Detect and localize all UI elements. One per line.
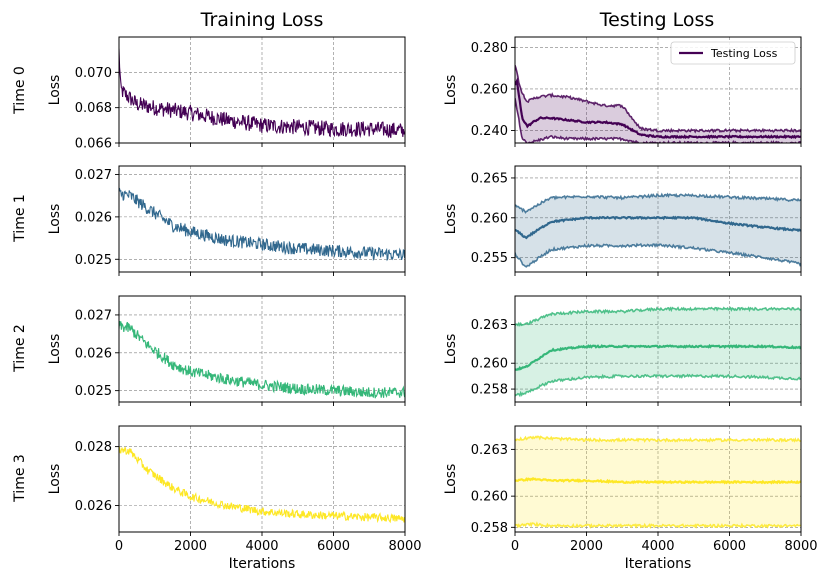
test-3-panel: 0.258 0.260 0.263 0 2000 4000 6000 8000 Loss Iter… xyxy=(443,425,818,572)
train-3-loss-line xyxy=(119,446,405,524)
train-2-panel: 0.025 0.026 0.027 Loss xyxy=(47,295,406,406)
legend-box xyxy=(670,41,796,65)
test-1-panel: 0.255 0.260 0.265 Loss xyxy=(443,165,802,276)
y-tick-label: 0.263 xyxy=(471,318,508,333)
train-1-loss-line xyxy=(119,187,405,262)
test-3-upper-bound-line xyxy=(515,435,801,443)
train-2-y-axis-label: Loss xyxy=(47,334,63,365)
y-tick-label: 0.027 xyxy=(75,168,112,183)
legend: Testing Loss xyxy=(670,41,796,65)
train-2-plot-area xyxy=(119,321,405,399)
train-2-loss-line xyxy=(119,321,405,399)
train-0-y-axis-label: Loss xyxy=(47,75,63,106)
train-3-panel: 0.026 0.028 0 2000 4000 6000 8000 Loss Iteration… xyxy=(47,425,422,572)
x-tick-label: 4000 xyxy=(245,539,278,554)
test-0-panel: 0.240 0.260 0.280 Loss Testing Loss xyxy=(443,36,802,147)
test-1-confidence-band xyxy=(515,194,801,267)
column-title-testing: Testing Loss xyxy=(599,9,715,31)
x-tick-label: 2000 xyxy=(570,539,603,554)
y-tick-label: 0.263 xyxy=(471,443,508,458)
test-1-upper-bound-line xyxy=(515,192,801,214)
y-tick-label: 0.070 xyxy=(75,66,112,81)
y-tick-label: 0.240 xyxy=(471,124,508,139)
y-tick-label: 0.255 xyxy=(471,251,508,266)
row-label-time-1: Time 1 xyxy=(12,194,28,243)
panels: 0.066 0.068 0.070 Loss 0.240 0.260 0.280 Loss Te… xyxy=(47,36,818,572)
test-3-mean-line xyxy=(515,476,801,485)
y-tick-label: 0.258 xyxy=(471,521,508,536)
x-tick-label: 8000 xyxy=(388,539,421,554)
row-label-time-2: Time 2 xyxy=(12,324,28,373)
test-2-upper-bound-line xyxy=(515,306,801,327)
y-tick-label: 0.066 xyxy=(75,137,112,152)
test-0-mean-line xyxy=(515,77,801,140)
test-2-panel: 0.258 0.260 0.263 Loss xyxy=(443,295,802,406)
test-0-upper-bound-line xyxy=(515,64,801,134)
train-1-y-axis-label: Loss xyxy=(47,204,63,235)
train-0-loss-line xyxy=(119,48,405,139)
test-2-mean-line xyxy=(515,343,801,372)
test-2-y-axis-label: Loss xyxy=(443,334,459,365)
y-tick-label: 0.260 xyxy=(471,357,508,372)
y-tick-label: 0.025 xyxy=(75,253,112,268)
y-tick-label: 0.265 xyxy=(471,171,508,186)
train-0-plot-area xyxy=(119,48,405,139)
row-label-time-3: Time 3 xyxy=(12,454,28,503)
y-tick-label: 0.026 xyxy=(75,210,112,225)
x-tick-label: 4000 xyxy=(641,539,674,554)
y-tick-label: 0.025 xyxy=(75,384,112,399)
y-tick-label: 0.026 xyxy=(75,499,112,514)
y-tick-label: 0.280 xyxy=(471,41,508,56)
x-tick-label: 0 xyxy=(115,539,123,554)
train-1-panel: 0.025 0.026 0.027 Loss xyxy=(47,165,406,276)
y-tick-label: 0.027 xyxy=(75,308,112,323)
y-tick-label: 0.260 xyxy=(471,82,508,97)
x-tick-label: 6000 xyxy=(317,539,350,554)
y-tick-label: 0.068 xyxy=(75,101,112,116)
test-0-lower-bound-line xyxy=(515,98,801,143)
y-tick-label: 0.026 xyxy=(75,346,112,361)
train-1-plot-area xyxy=(119,187,405,262)
test-1-mean-line xyxy=(515,215,801,240)
test-0-y-axis-label: Loss xyxy=(443,75,459,106)
x-tick-label: 0 xyxy=(511,539,519,554)
x-tick-label: 8000 xyxy=(784,539,817,554)
y-tick-label: 0.258 xyxy=(471,383,508,398)
test-0-confidence-band xyxy=(515,65,801,143)
test-0-plot-area xyxy=(515,64,801,143)
test-2-plot-area xyxy=(515,306,801,398)
test-3-y-axis-label: Loss xyxy=(443,464,459,495)
y-tick-label: 0.260 xyxy=(471,211,508,226)
y-tick-label: 0.260 xyxy=(471,490,508,505)
test-3-x-axis-label: Iterations xyxy=(625,556,692,572)
train-3-plot-area xyxy=(119,446,405,524)
train-3-x-axis-label: Iterations xyxy=(229,556,296,572)
test-1-y-axis-label: Loss xyxy=(443,204,459,235)
train-0-panel: 0.066 0.068 0.070 Loss xyxy=(47,36,406,152)
row-label-time-0: Time 0 xyxy=(12,66,28,115)
test-1-plot-area xyxy=(515,192,801,268)
x-tick-label: 2000 xyxy=(174,539,207,554)
y-tick-label: 0.028 xyxy=(75,440,112,455)
test-3-lower-bound-line xyxy=(515,521,801,529)
test-2-lower-bound-line xyxy=(515,373,801,398)
test-2-confidence-band xyxy=(515,307,801,396)
test-3-plot-area xyxy=(515,435,801,529)
test-1-lower-bound-line xyxy=(515,242,801,268)
column-title-training: Training Loss xyxy=(200,9,324,31)
legend-label: Testing Loss xyxy=(710,47,778,60)
x-tick-label: 6000 xyxy=(713,539,746,554)
train-3-y-axis-label: Loss xyxy=(47,464,63,495)
